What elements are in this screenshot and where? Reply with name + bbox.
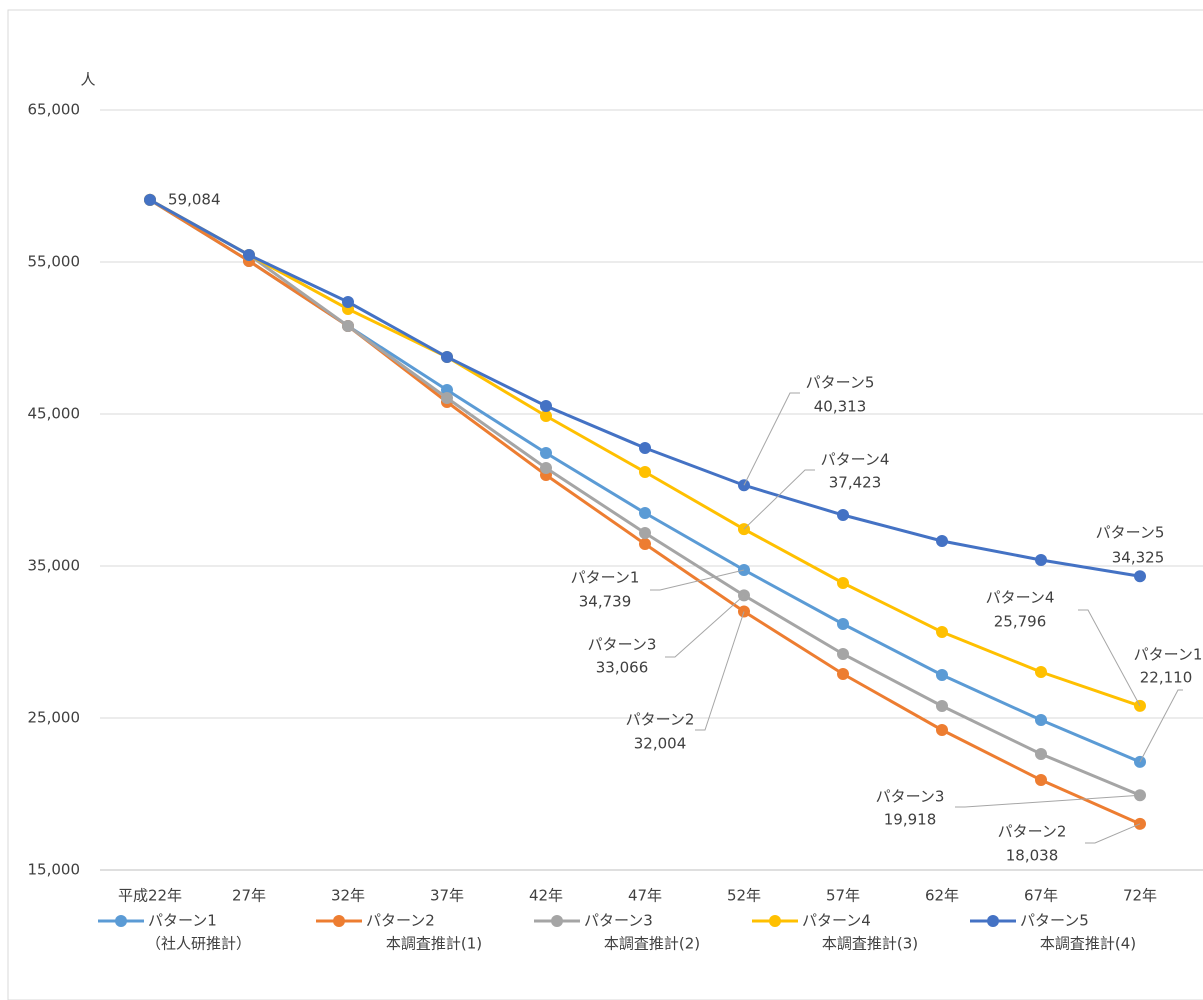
x-tick-label: 52年 <box>727 887 761 905</box>
data-label: 34,325 <box>1112 549 1165 567</box>
y-tick-label: 25,000 <box>28 709 81 727</box>
data-point <box>1035 774 1047 787</box>
data-point <box>837 618 849 631</box>
legend-note: （社人研推計） <box>146 935 251 953</box>
x-tick-label: 72年 <box>1123 887 1157 905</box>
data-label-name: パターン4 <box>821 451 890 469</box>
legend-label: パターン4 <box>802 912 871 930</box>
data-label-name: パターン1 <box>1134 646 1203 664</box>
leader-line <box>743 392 800 486</box>
data-point <box>639 538 651 551</box>
data-point <box>936 723 948 736</box>
x-tick-label: 32年 <box>331 887 365 905</box>
data-point <box>144 193 156 206</box>
data-point <box>540 447 552 460</box>
data-point <box>441 391 453 404</box>
data-point <box>837 509 849 522</box>
y-tick-label: 45,000 <box>28 405 81 423</box>
legend-marker <box>115 915 127 927</box>
legend-marker <box>551 915 563 927</box>
data-point <box>837 647 849 660</box>
x-tick-label: 27年 <box>232 887 266 905</box>
data-label: 19,918 <box>884 811 937 829</box>
x-tick-label: 62年 <box>925 887 959 905</box>
data-label: 18,038 <box>1006 847 1059 865</box>
legend-label: パターン3 <box>584 912 653 930</box>
data-point <box>639 442 651 455</box>
data-point <box>639 466 651 479</box>
data-label-name: パターン2 <box>626 711 695 729</box>
data-point <box>243 248 255 261</box>
legend-label: パターン2 <box>366 912 435 930</box>
leader-line <box>1078 609 1141 707</box>
data-point <box>441 351 453 363</box>
data-point <box>540 410 552 423</box>
leader-line <box>743 469 815 530</box>
x-tick-label: 57年 <box>826 887 860 905</box>
data-point <box>837 576 849 589</box>
data-label: 59,084 <box>168 190 221 208</box>
data-label-name: パターン3 <box>588 636 657 654</box>
data-label-name: パターン5 <box>806 374 875 392</box>
data-label-name: パターン4 <box>986 589 1055 607</box>
y-tick-label: 15,000 <box>28 861 81 879</box>
x-tick-label: 67年 <box>1024 887 1058 905</box>
x-tick-label: 42年 <box>529 887 563 905</box>
data-point <box>936 625 948 638</box>
data-point <box>1035 714 1047 727</box>
data-label: 37,423 <box>829 474 882 492</box>
x-tick-label: 平成22年 <box>118 887 182 905</box>
legend-note: 本調査推計(4) <box>1040 935 1136 953</box>
data-point <box>342 320 354 333</box>
data-label: 25,796 <box>994 613 1047 631</box>
data-label-name: パターン2 <box>998 823 1067 841</box>
legend-note: 本調査推計(2) <box>604 935 700 953</box>
data-point <box>1035 553 1047 566</box>
y-tick-label: 65,000 <box>28 101 81 119</box>
data-point <box>342 296 354 309</box>
legend-note: 本調査推計(1) <box>386 935 482 953</box>
data-point <box>540 462 552 475</box>
legend-marker <box>987 915 999 927</box>
legend-marker <box>769 915 781 927</box>
data-point <box>1035 666 1047 679</box>
data-label-name: パターン1 <box>571 569 640 587</box>
leader-line <box>1085 823 1141 844</box>
data-point <box>936 700 948 713</box>
data-label: 34,739 <box>579 593 632 611</box>
y-tick-label: 35,000 <box>28 557 81 575</box>
data-point <box>1035 747 1047 760</box>
leader-line <box>650 569 745 591</box>
data-label-name: パターン5 <box>1096 524 1165 542</box>
data-label-name: パターン3 <box>876 788 945 806</box>
data-label: 40,313 <box>814 398 867 416</box>
data-point <box>1134 570 1146 583</box>
data-point <box>936 668 948 681</box>
data-label: 22,110 <box>1140 669 1193 687</box>
leader-line <box>695 611 745 731</box>
leader-line <box>955 794 1141 808</box>
data-point <box>540 400 552 413</box>
data-label: 32,004 <box>634 735 687 753</box>
data-point <box>837 667 849 680</box>
series-line <box>149 198 1141 578</box>
x-tick-label: 37年 <box>430 887 464 905</box>
legend-marker <box>333 915 345 927</box>
y-tick-label: 55,000 <box>28 253 81 271</box>
legend-label: パターン1 <box>148 912 217 930</box>
leader-line <box>1139 689 1183 763</box>
x-tick-label: 47年 <box>628 887 662 905</box>
leader-line <box>665 595 745 658</box>
series-line <box>149 198 1141 764</box>
legend-label: パターン5 <box>1020 912 1089 930</box>
y-axis-unit: 人 <box>80 71 95 89</box>
data-point <box>639 527 651 540</box>
series-line <box>149 198 1141 797</box>
data-label: 33,066 <box>596 659 649 677</box>
legend-note: 本調査推計(3) <box>822 935 918 953</box>
chart-border <box>7 9 1203 1000</box>
data-point <box>936 534 948 547</box>
data-point <box>639 506 651 519</box>
